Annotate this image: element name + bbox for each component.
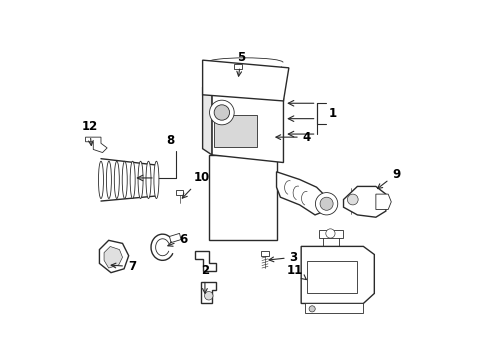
Bar xyxy=(234,64,242,69)
Polygon shape xyxy=(86,137,107,153)
Text: 8: 8 xyxy=(166,134,174,147)
Polygon shape xyxy=(195,251,217,271)
Bar xyxy=(176,190,183,195)
Text: 5: 5 xyxy=(237,50,245,76)
Ellipse shape xyxy=(154,161,159,198)
Text: 6: 6 xyxy=(168,233,188,246)
Text: 3: 3 xyxy=(269,251,298,264)
Polygon shape xyxy=(99,240,129,273)
Polygon shape xyxy=(212,93,283,163)
Circle shape xyxy=(347,194,358,205)
Polygon shape xyxy=(203,60,289,101)
Polygon shape xyxy=(376,194,391,210)
Circle shape xyxy=(316,193,338,215)
Bar xyxy=(318,230,343,238)
Ellipse shape xyxy=(146,161,151,198)
Polygon shape xyxy=(276,172,326,215)
Polygon shape xyxy=(170,233,181,243)
Text: 12: 12 xyxy=(81,120,98,145)
Ellipse shape xyxy=(98,161,103,198)
Ellipse shape xyxy=(114,161,120,198)
Polygon shape xyxy=(203,87,212,155)
Text: 9: 9 xyxy=(377,168,400,189)
Polygon shape xyxy=(104,247,122,268)
Polygon shape xyxy=(209,155,276,239)
Ellipse shape xyxy=(130,161,135,198)
Ellipse shape xyxy=(122,161,127,198)
Circle shape xyxy=(204,292,213,300)
Circle shape xyxy=(214,105,229,120)
Ellipse shape xyxy=(138,161,143,198)
Polygon shape xyxy=(343,186,386,217)
Text: 2: 2 xyxy=(201,264,209,293)
Text: 10: 10 xyxy=(182,171,210,198)
Text: 4: 4 xyxy=(276,131,311,144)
Polygon shape xyxy=(201,282,217,303)
Text: 11: 11 xyxy=(287,264,306,280)
Text: 1: 1 xyxy=(329,107,337,120)
Bar xyxy=(305,303,364,313)
Polygon shape xyxy=(301,246,374,303)
Bar xyxy=(261,251,269,256)
Ellipse shape xyxy=(106,161,111,198)
Bar xyxy=(307,261,357,293)
Bar xyxy=(214,115,257,147)
Text: 7: 7 xyxy=(111,260,136,273)
Circle shape xyxy=(320,197,333,210)
Circle shape xyxy=(210,100,234,125)
Circle shape xyxy=(309,306,315,312)
Circle shape xyxy=(326,229,335,238)
